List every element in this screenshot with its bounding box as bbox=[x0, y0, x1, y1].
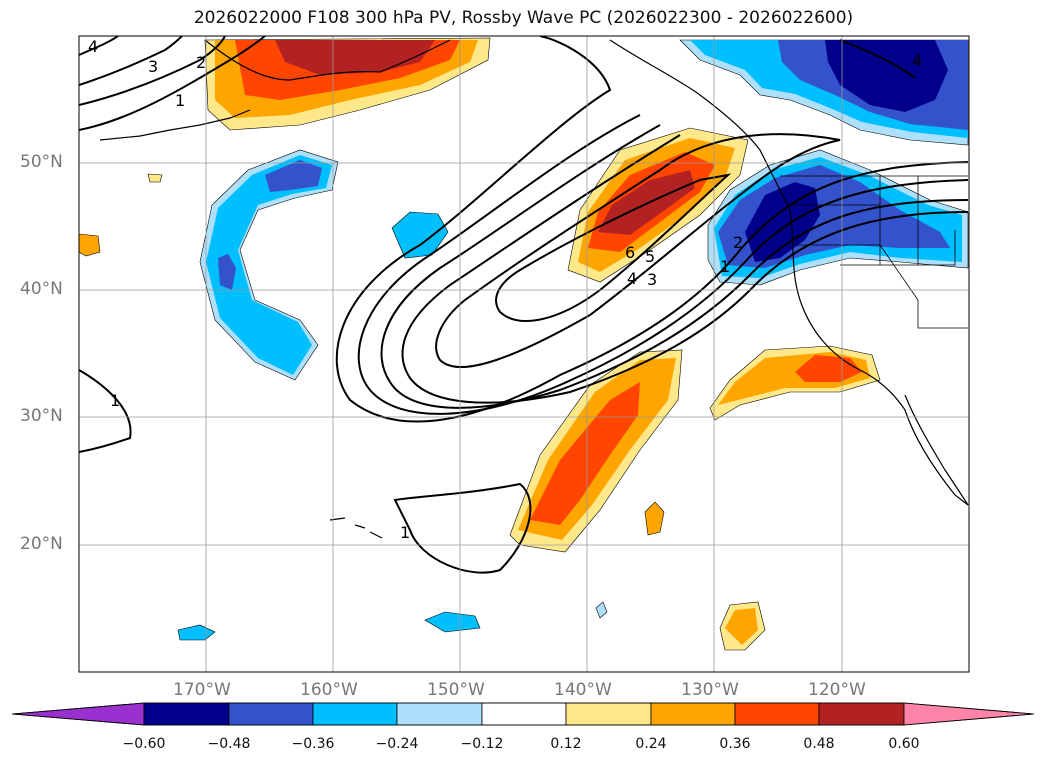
contour-label: 4 bbox=[912, 51, 922, 70]
colorbar-tick-label: 0.48 bbox=[803, 736, 835, 752]
contour-top-3 bbox=[79, 36, 183, 86]
contour-label: 3 bbox=[148, 57, 158, 76]
lon-tick-label: 160°W bbox=[300, 680, 358, 700]
colorbar-tick-label: −0.24 bbox=[375, 736, 419, 752]
state-borders bbox=[780, 175, 968, 329]
colorbar-tick-label: 0.60 bbox=[888, 736, 920, 752]
contour-label: 1 bbox=[110, 391, 120, 410]
colorbar-tick-label: −0.60 bbox=[122, 736, 166, 752]
neg-anomaly-crescent-2 bbox=[206, 155, 332, 375]
contour-nested-6 bbox=[495, 173, 732, 322]
colorbar-bin bbox=[818, 702, 905, 726]
colorbar-extend-low bbox=[11, 702, 145, 726]
lon-tick-label: 150°W bbox=[427, 680, 485, 700]
colorbar-extend-high bbox=[903, 702, 1035, 726]
colorbar-tick-label: 0.12 bbox=[550, 736, 582, 752]
neg-anomaly-crescent-3 bbox=[265, 160, 322, 192]
contour-label: 2 bbox=[733, 233, 743, 252]
coast-north-america bbox=[609, 39, 969, 506]
colorbar-tick-label: −0.36 bbox=[291, 736, 335, 752]
colorbar bbox=[11, 702, 1035, 726]
hawaii-islands bbox=[329, 517, 383, 539]
colorbar-bin bbox=[228, 702, 314, 726]
contour-label: 4 bbox=[627, 269, 637, 288]
neg-anomaly-small-4 bbox=[595, 601, 608, 619]
contour-label: 1 bbox=[175, 91, 185, 110]
colorbar-outline bbox=[11, 702, 1035, 726]
map-title: 2026022000 F108 300 hPa PV, Rossby Wave … bbox=[193, 8, 854, 28]
neg-anomaly-crescent-4 bbox=[218, 254, 236, 290]
colorbar-tick-label: −0.48 bbox=[207, 736, 251, 752]
contour-nested-3 bbox=[380, 124, 969, 409]
contour-labels: 4 3 2 1 1 6 5 4 3 2 1 1 4 bbox=[88, 37, 922, 542]
map-frame bbox=[78, 35, 970, 673]
pos-anomaly-small-1b bbox=[725, 608, 758, 645]
lat-tick-label: 20°N bbox=[20, 534, 63, 554]
contour-label: 6 bbox=[625, 243, 635, 262]
pos-anomaly-small-4 bbox=[147, 173, 163, 183]
lon-tick-label: 130°W bbox=[681, 680, 739, 700]
colorbar-bin bbox=[481, 702, 567, 726]
contour-label: 3 bbox=[647, 270, 657, 289]
pos-anomaly-subtrop-3 bbox=[530, 382, 640, 525]
lon-tick-label: 120°W bbox=[808, 680, 866, 700]
pv-shading bbox=[79, 37, 969, 651]
aleutian-islands bbox=[99, 109, 251, 141]
gridlines bbox=[79, 36, 969, 672]
neg-anomaly-small-3 bbox=[424, 611, 481, 633]
colorbar-bin bbox=[650, 702, 736, 726]
contour-top-2 bbox=[79, 36, 226, 106]
contour-label: 5 bbox=[645, 247, 655, 266]
contour-label: 1 bbox=[720, 257, 730, 276]
contour-top-4 bbox=[79, 36, 119, 56]
contour-label: 2 bbox=[196, 53, 206, 72]
contour-label: 4 bbox=[88, 37, 98, 56]
lat-tick-label: 50°N bbox=[20, 152, 63, 172]
coastlines bbox=[99, 39, 969, 539]
pos-anomaly-small-3 bbox=[79, 233, 101, 257]
lon-tick-label: 170°W bbox=[173, 680, 231, 700]
colorbar-bin bbox=[312, 702, 398, 726]
colorbar-bin bbox=[143, 702, 230, 726]
contour-nested-1 bbox=[335, 36, 969, 423]
border-nevada-ca bbox=[879, 244, 968, 329]
lat-tick-label: 40°N bbox=[20, 279, 63, 299]
lat-tick-label: 30°N bbox=[20, 406, 63, 426]
contour-nested-5 bbox=[435, 133, 841, 368]
contour-top-1 bbox=[79, 36, 266, 131]
colorbar-tick-label: 0.24 bbox=[635, 736, 667, 752]
colorbar-bin bbox=[734, 702, 820, 726]
colorbar-bin bbox=[396, 702, 483, 726]
contour-hawaii-1 bbox=[393, 482, 532, 574]
border-nevada bbox=[840, 230, 956, 266]
contour-nested-4 bbox=[401, 134, 969, 404]
contour-canada-1 bbox=[839, 39, 916, 79]
colorbar-bin bbox=[565, 702, 652, 726]
colorbar-tick-label: −0.12 bbox=[460, 736, 504, 752]
neg-anomaly-canada-4 bbox=[825, 40, 948, 112]
coast-baja bbox=[904, 394, 969, 506]
pos-anomaly-nepac-4 bbox=[598, 170, 695, 235]
neg-anomaly-small-2 bbox=[177, 624, 216, 641]
contour-label: 1 bbox=[400, 523, 410, 542]
map-plot-area: 4 3 2 1 1 6 5 4 3 2 1 1 4 bbox=[79, 36, 969, 672]
neg-anomaly-small-1 bbox=[391, 211, 449, 259]
pos-anomaly-small-2 bbox=[644, 501, 665, 536]
lon-tick-label: 140°W bbox=[554, 680, 612, 700]
coast-alaska bbox=[204, 39, 451, 81]
contour-sw-1 bbox=[79, 369, 132, 453]
colorbar-tick-label: 0.36 bbox=[719, 736, 751, 752]
